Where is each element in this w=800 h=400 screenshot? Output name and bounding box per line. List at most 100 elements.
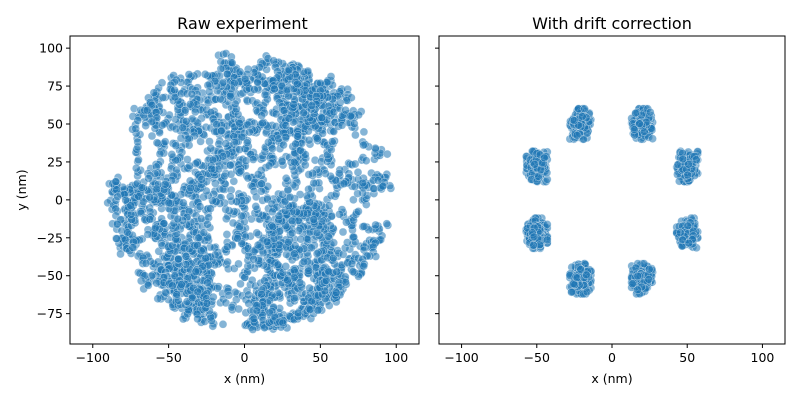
scatter-point [382,219,392,228]
scatter-point [338,227,348,237]
scatter-point [359,140,368,150]
scatter-point [313,306,323,315]
scatter-point [332,288,341,297]
scatter-point [257,179,266,188]
scatter-point [216,64,226,74]
scatter-point [248,155,258,164]
scatter-point [257,187,266,196]
scatter-point [145,215,155,224]
scatter-point [174,254,183,264]
scatter-point [307,101,316,110]
y-tick-label: 100 [39,41,63,56]
scatter-point [253,240,263,250]
scatter-point [262,237,272,247]
scatter-point [141,121,150,130]
scatter-point [251,202,261,211]
scatter-point [152,184,162,194]
panel-raw-x-label: x (nm) [224,371,265,386]
scatter-point [193,314,202,324]
scatter-point [284,114,294,123]
scatter-point [206,204,215,213]
scatter-point [371,220,380,230]
scatter-point [271,109,281,119]
scatter-point [304,135,314,145]
scatter-point [282,85,292,95]
scatter-point [228,218,238,228]
scatter-point [639,259,649,268]
scatter-point [683,170,692,180]
scatter-point [361,156,371,165]
x-tick-label: −100 [444,350,478,365]
scatter-point [278,318,288,328]
scatter-point [227,58,237,68]
x-tick-label: 0 [241,350,249,365]
scatter-point [317,113,327,123]
x-tick-label: −50 [524,350,550,365]
scatter-point [359,261,368,271]
scatter-point [230,99,240,109]
scatter-point [113,219,122,229]
scatter-point [133,116,142,125]
scatter-point [644,275,653,284]
scatter-point [313,134,322,143]
scatter-point [234,304,243,314]
scatter-point [112,185,121,194]
scatter-point [684,238,693,248]
scatter-point [339,179,349,188]
scatter-point [195,202,205,211]
scatter-point [349,232,358,242]
y-tick-label: −75 [37,306,63,321]
scatter-point [350,119,359,128]
scatter-point [291,139,300,149]
scatter-point [249,314,259,324]
scatter-point [302,191,312,201]
scatter-point [582,270,591,280]
panel-corrected-x-label: x (nm) [591,371,632,386]
scatter-point [359,127,369,137]
scatter-point [290,249,299,258]
scatter-point [137,183,147,192]
scatter-point [193,287,202,297]
scatter-point [204,87,214,97]
scatter-point [113,192,122,201]
scatter-point [304,170,314,179]
scatter-point [161,288,170,297]
scatter-point [578,112,587,121]
scatter-point [158,93,168,102]
scatter-point [167,150,177,159]
x-tick-label: 50 [312,350,328,365]
scatter-point [116,249,125,259]
x-tick-label: −100 [76,350,110,365]
y-tick-label: −50 [37,268,63,283]
scatter-point [216,126,226,136]
scatter-point [179,198,188,208]
scatter-point [648,134,657,143]
scatter-point [133,137,142,147]
scatter-point [350,182,360,191]
scatter-point [324,267,334,277]
scatter-point [383,149,392,159]
scatter-point [164,198,174,208]
scatter-point [250,85,259,94]
scatter-point [257,289,266,299]
scatter-point [199,228,209,237]
scatter-point [209,292,218,302]
scatter-point [348,267,358,276]
scatter-point [211,179,220,188]
scatter-point [332,267,341,277]
scatter-point [529,232,539,242]
scatter-point [180,106,190,115]
scatter-point [222,214,231,224]
scatter-point [635,119,644,128]
scatter-point [351,130,360,140]
scatter-point [252,228,262,238]
panel-raw-points [103,49,396,334]
scatter-point [233,234,242,243]
scatter-point [183,155,192,164]
scatter-point [572,131,582,140]
scatter-point [304,266,313,276]
scatter-point [234,259,243,269]
scatter-point [692,155,701,164]
scatter-point [281,174,291,183]
scatter-point [168,281,177,290]
